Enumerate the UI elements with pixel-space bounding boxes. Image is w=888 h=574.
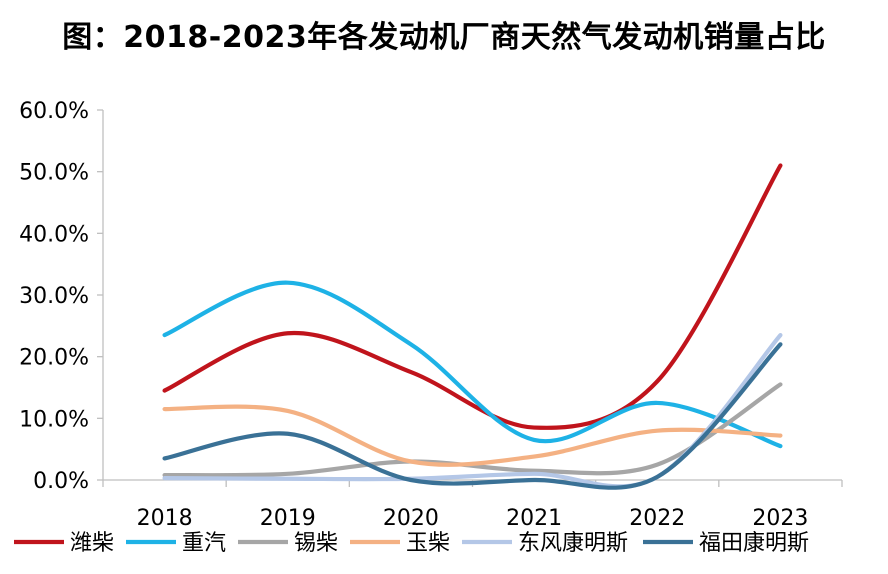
- y-tick-label: 60.0%: [19, 99, 89, 124]
- legend-label: 锡柴: [294, 531, 338, 556]
- y-tick-label: 30.0%: [19, 284, 89, 309]
- chart-axes: 0.0% 10.0% 20.0% 30.0% 40.0% 50.0% 60.0% 2018 20…: [19, 99, 843, 531]
- x-tick-label: 2021: [506, 506, 562, 531]
- legend-label: 福田康明斯: [699, 531, 809, 556]
- legend-label: 玉柴: [406, 531, 450, 556]
- y-tick-label: 20.0%: [19, 346, 89, 371]
- x-tick-label: 2022: [629, 506, 685, 531]
- chart-title: 图：2018-2023年各发动机厂商天然气发动机销量占比: [62, 20, 826, 55]
- series-line-3: [162, 382, 783, 478]
- x-tick-label: 2023: [752, 506, 808, 531]
- y-tick-label: 10.0%: [19, 407, 89, 432]
- chart-legend: 潍柴 重汽 锡柴 玉柴 东风康明斯 福田康明斯: [14, 531, 809, 556]
- series-line-6: [162, 342, 783, 490]
- legend-label: 潍柴: [70, 531, 114, 556]
- series-line-1: [162, 163, 783, 430]
- x-tick-label: 2020: [383, 506, 439, 531]
- y-tick-label: 40.0%: [19, 222, 89, 247]
- legend-label: 重汽: [182, 531, 226, 556]
- y-tick-label: 50.0%: [19, 161, 89, 186]
- x-tick-label: 2018: [137, 506, 193, 531]
- series-lines: [162, 163, 783, 490]
- legend-label: 东风康明斯: [518, 531, 628, 556]
- y-tick-label: 0.0%: [33, 469, 89, 494]
- series-line-4: [162, 404, 783, 467]
- series-line-2: [162, 280, 783, 449]
- x-tick-label: 2019: [260, 506, 316, 531]
